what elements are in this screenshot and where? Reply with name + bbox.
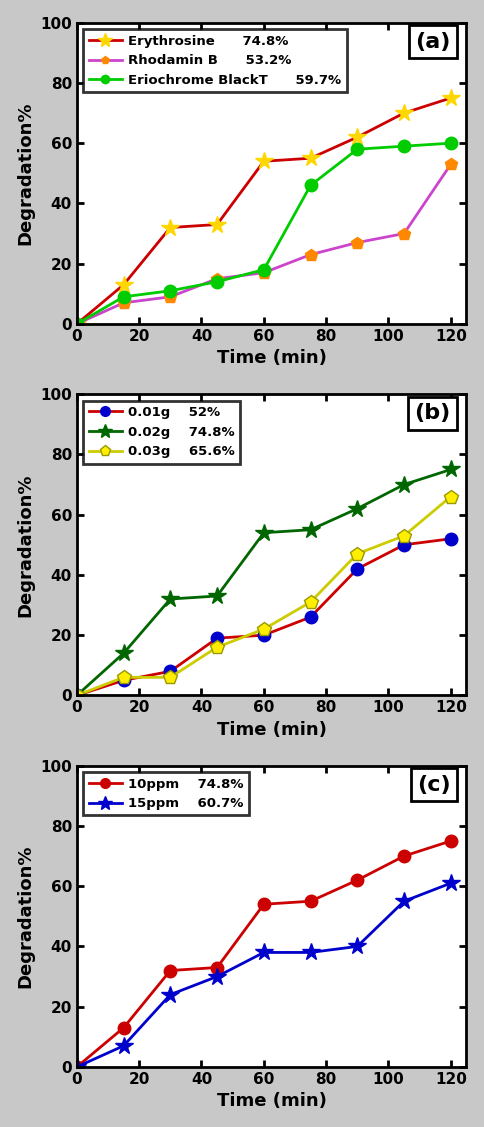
Legend: 10ppm    74.8%, 15ppm    60.7%: 10ppm 74.8%, 15ppm 60.7% bbox=[83, 772, 249, 816]
Text: (b): (b) bbox=[415, 403, 451, 424]
X-axis label: Time (min): Time (min) bbox=[217, 349, 327, 367]
Legend: 0.01g    52%, 0.02g    74.8%, 0.03g    65.6%: 0.01g 52%, 0.02g 74.8%, 0.03g 65.6% bbox=[83, 401, 241, 463]
X-axis label: Time (min): Time (min) bbox=[217, 1092, 327, 1110]
Text: (a): (a) bbox=[415, 32, 451, 52]
Legend: Erythrosine      74.8%, Rhodamin B      53.2%, Eriochrome BlackT      59.7%: Erythrosine 74.8%, Rhodamin B 53.2%, Eri… bbox=[83, 29, 347, 92]
X-axis label: Time (min): Time (min) bbox=[217, 721, 327, 739]
Y-axis label: Degradation%: Degradation% bbox=[16, 844, 35, 988]
Y-axis label: Degradation%: Degradation% bbox=[16, 473, 35, 616]
Text: (c): (c) bbox=[417, 774, 451, 795]
Y-axis label: Degradation%: Degradation% bbox=[16, 101, 35, 245]
